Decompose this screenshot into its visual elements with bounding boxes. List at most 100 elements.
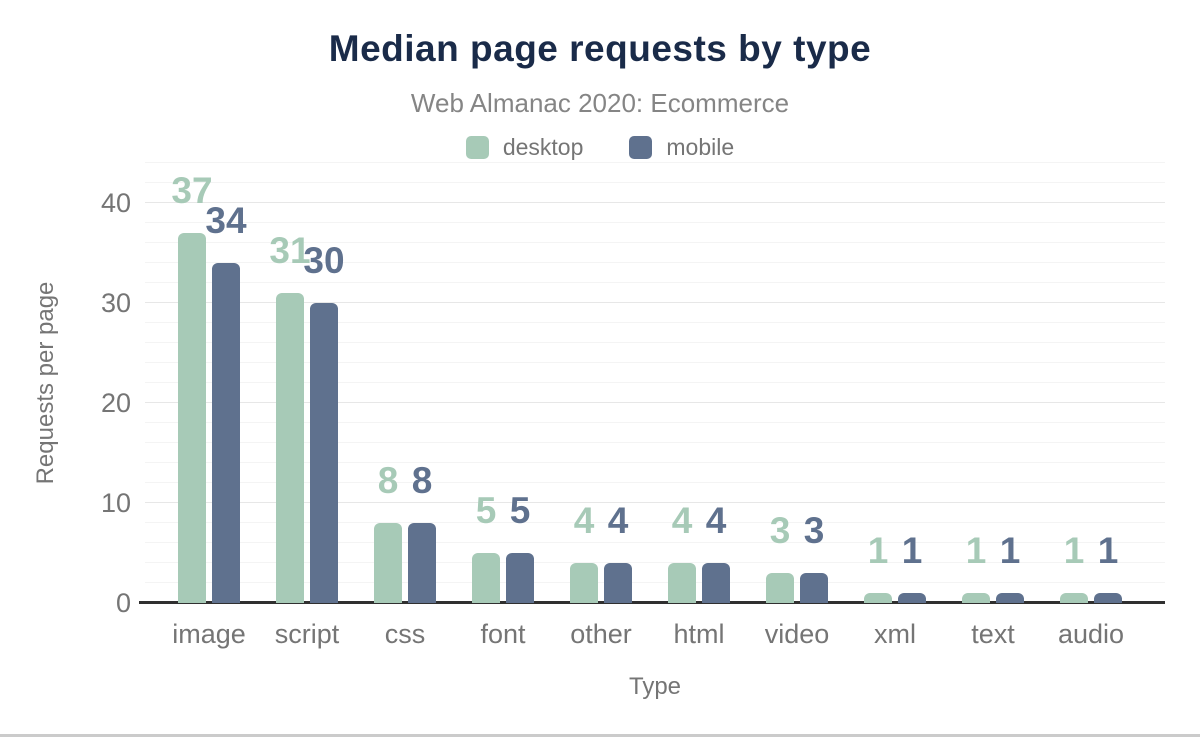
bar-pair: 31 30 [258, 163, 356, 603]
mobile-bar[interactable]: 8 [408, 462, 436, 603]
mobile-value-label: 4 [705, 500, 727, 541]
grid-line-minor [145, 422, 1165, 423]
desktop-bar[interactable]: 8 [374, 462, 402, 603]
x-axis-baseline [139, 601, 1165, 604]
desktop-bar[interactable]: 4 [668, 502, 696, 603]
category-group: 31 30 script [258, 163, 356, 649]
mobile-value-label: 1 [999, 530, 1021, 571]
grid-line-minor [145, 562, 1165, 563]
desktop-value-label: 31 [269, 230, 311, 271]
category-group: 3 3 video [748, 163, 846, 649]
mobile-bar[interactable]: 1 [1094, 532, 1122, 603]
mobile-swatch-icon [629, 136, 653, 159]
desktop-bar[interactable]: 1 [1060, 532, 1088, 603]
category-group: 1 1 audio [1042, 163, 1140, 649]
mobile-bar[interactable]: 1 [898, 532, 926, 603]
x-category-label: script [274, 619, 340, 649]
category-group: 4 4 html [650, 163, 748, 649]
mobile-value-label: 8 [411, 460, 433, 501]
x-category-label: video [764, 619, 830, 649]
mobile-value-label: 30 [303, 240, 345, 281]
legend: desktop mobile [0, 134, 1200, 161]
grid-line-major [145, 302, 1165, 303]
x-category-label: xml [874, 619, 916, 649]
desktop-bar[interactable]: 3 [766, 512, 794, 603]
desktop-value-label: 8 [377, 460, 399, 501]
desktop-bar[interactable]: 37 [171, 172, 213, 603]
category-group: 1 1 text [944, 163, 1042, 649]
legend-item-desktop[interactable]: desktop [465, 134, 584, 161]
grid-line-minor [145, 342, 1165, 343]
grid-line-minor [145, 462, 1165, 463]
y-axis-title: Requests per page [32, 281, 59, 485]
chart-subtitle: Web Almanac 2020: Ecommerce [410, 88, 790, 118]
x-category-label: html [673, 619, 725, 649]
mobile-bar[interactable]: 3 [800, 512, 828, 603]
desktop-bar[interactable]: 4 [570, 502, 598, 603]
grid-line-minor [145, 262, 1165, 263]
category-group: 8 8 css [356, 163, 454, 649]
grid-line-minor [145, 282, 1165, 283]
desktop-value-label: 3 [769, 510, 791, 551]
grid-line-minor [145, 482, 1165, 483]
desktop-value-label: 1 [965, 530, 987, 571]
category-group: 4 4 other [552, 163, 650, 649]
legend-label-desktop: desktop [502, 134, 584, 160]
mobile-bar[interactable]: 4 [702, 502, 730, 603]
desktop-bar[interactable]: 1 [864, 532, 892, 603]
chart-title: Median page requests by type [328, 28, 872, 69]
bar-pair: 37 34 [160, 163, 258, 603]
x-category-label: font [480, 619, 526, 649]
bars-track: 37 34 image 31 30 script 8 8 css 5 5 font 4 4 other 4 4 h… [160, 163, 1140, 649]
grid-line-minor [145, 522, 1165, 523]
x-category-label: other [570, 619, 632, 649]
x-axis-title: Type [628, 673, 682, 700]
mobile-bar[interactable]: 30 [303, 242, 345, 603]
x-category-label: text [971, 619, 1015, 649]
legend-label-mobile: mobile [666, 134, 735, 160]
mobile-bar[interactable]: 34 [205, 202, 247, 603]
mobile-bar[interactable]: 4 [604, 502, 632, 603]
desktop-bar[interactable]: 1 [962, 532, 990, 603]
mobile-value-label: 34 [205, 200, 247, 241]
desktop-bar[interactable]: 31 [269, 232, 311, 603]
mobile-bar[interactable]: 1 [996, 532, 1024, 603]
grid-line-minor [145, 182, 1165, 183]
grid-line-minor [145, 542, 1165, 543]
desktop-swatch-icon [465, 136, 489, 159]
grid-line-minor [145, 322, 1165, 323]
mobile-value-label: 3 [803, 510, 825, 551]
mobile-value-label: 1 [1097, 530, 1119, 571]
desktop-bar[interactable]: 5 [472, 492, 500, 603]
desktop-value-label: 4 [671, 500, 693, 541]
category-group: 37 34 image [160, 163, 258, 649]
x-category-label: css [384, 619, 426, 649]
desktop-value-label: 37 [171, 170, 213, 211]
grid-line-major [145, 202, 1165, 203]
grid-line-minor [145, 382, 1165, 383]
x-category-label: audio [1057, 619, 1125, 649]
y-tick-label: 30 [100, 288, 131, 318]
legend-item-mobile[interactable]: mobile [629, 134, 734, 161]
desktop-value-label: 4 [573, 500, 595, 541]
mobile-bar[interactable]: 5 [506, 492, 534, 603]
grid-line-minor [145, 222, 1165, 223]
grid-line-major [145, 502, 1165, 503]
mobile-value-label: 4 [607, 500, 629, 541]
grid-line-minor [145, 242, 1165, 243]
mobile-value-label: 5 [509, 490, 531, 531]
grid-line-minor [145, 582, 1165, 583]
y-tick-label: 0 [115, 588, 131, 618]
grid-line-major [145, 402, 1165, 403]
desktop-value-label: 5 [475, 490, 497, 531]
mobile-value-label: 1 [901, 530, 923, 571]
category-group: 5 5 font [454, 163, 552, 649]
